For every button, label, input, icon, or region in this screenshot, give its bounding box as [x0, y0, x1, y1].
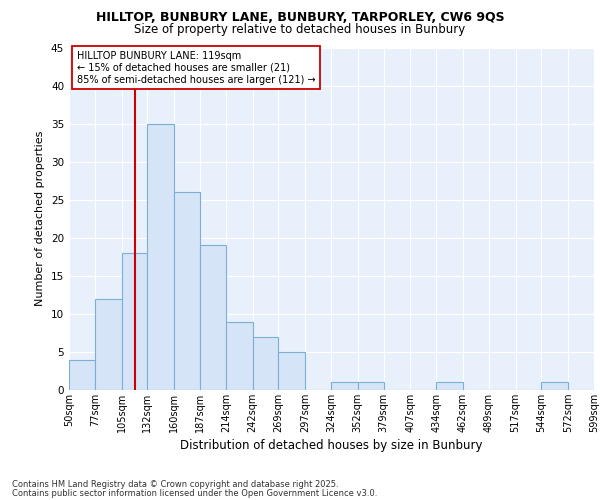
Bar: [148, 124, 174, 390]
Text: HILLTOP BUNBURY LANE: 119sqm
← 15% of detached houses are smaller (21)
85% of se: HILLTOP BUNBURY LANE: 119sqm ← 15% of de…: [77, 52, 315, 84]
Bar: [122, 253, 148, 390]
Bar: [541, 382, 568, 390]
Bar: [174, 192, 200, 390]
Bar: [200, 246, 226, 390]
Bar: [226, 322, 253, 390]
Bar: [95, 298, 122, 390]
Bar: [278, 352, 305, 390]
Bar: [69, 360, 95, 390]
Bar: [436, 382, 463, 390]
Bar: [594, 382, 600, 390]
Text: Size of property relative to detached houses in Bunbury: Size of property relative to detached ho…: [134, 22, 466, 36]
Text: Contains public sector information licensed under the Open Government Licence v3: Contains public sector information licen…: [12, 488, 377, 498]
Bar: [253, 336, 278, 390]
X-axis label: Distribution of detached houses by size in Bunbury: Distribution of detached houses by size …: [180, 439, 483, 452]
Text: HILLTOP, BUNBURY LANE, BUNBURY, TARPORLEY, CW6 9QS: HILLTOP, BUNBURY LANE, BUNBURY, TARPORLE…: [95, 11, 505, 24]
Bar: [358, 382, 383, 390]
Text: Contains HM Land Registry data © Crown copyright and database right 2025.: Contains HM Land Registry data © Crown c…: [12, 480, 338, 489]
Y-axis label: Number of detached properties: Number of detached properties: [35, 131, 46, 306]
Bar: [331, 382, 358, 390]
